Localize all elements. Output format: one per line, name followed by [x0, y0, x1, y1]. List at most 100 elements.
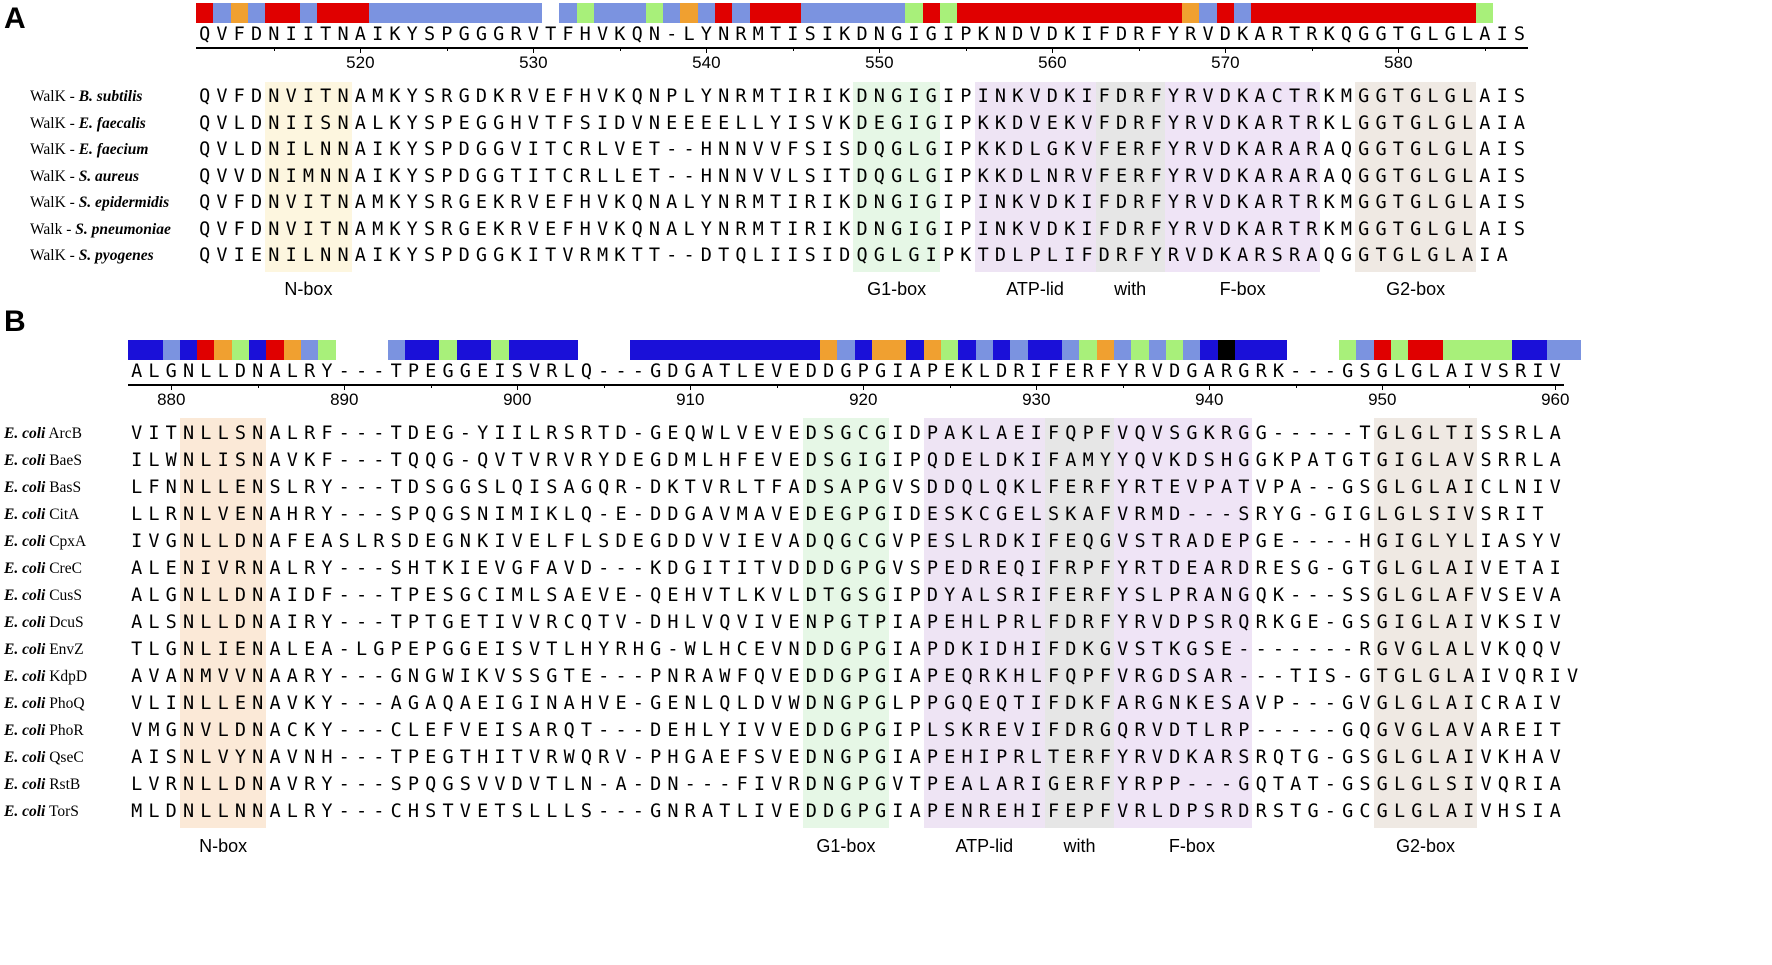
residue: D	[407, 477, 420, 498]
residue: I	[1496, 165, 1508, 187]
residue: S	[823, 423, 835, 444]
residue: G	[1047, 774, 1060, 795]
residue: T	[684, 477, 696, 498]
residue: G	[1358, 245, 1370, 266]
axis-tick-label: 920	[849, 390, 878, 409]
residue: P	[857, 504, 869, 525]
residue: G	[873, 245, 885, 266]
residue: V	[1117, 666, 1129, 687]
residue: D	[234, 531, 247, 552]
residue: D	[909, 423, 921, 444]
row-label: E. coli ArcB	[4, 425, 82, 443]
residue: M	[372, 86, 384, 107]
residue: F	[736, 666, 748, 687]
residue: -	[338, 693, 350, 714]
residue: -	[1307, 693, 1319, 714]
residue: D	[234, 774, 247, 795]
residue: F	[1099, 585, 1112, 606]
conservation-cell	[646, 340, 665, 360]
conservation-cell	[265, 3, 283, 23]
residue: G	[1342, 693, 1354, 714]
residue: D	[1219, 86, 1231, 107]
residue: K	[1237, 218, 1249, 240]
residue: Y	[1117, 558, 1129, 579]
residue: -	[632, 774, 644, 795]
residue: N	[268, 218, 280, 240]
residue: C	[857, 423, 869, 444]
residue: L	[407, 720, 420, 741]
residue: A	[1479, 192, 1491, 213]
residue: -	[1324, 639, 1336, 660]
conservation-cell	[386, 3, 404, 23]
residue: V	[286, 450, 298, 471]
residue: V	[528, 774, 541, 795]
residue: V	[1480, 747, 1492, 768]
residue: Q	[425, 450, 437, 471]
residue: G	[442, 361, 454, 382]
residue: R	[1306, 24, 1318, 45]
residue: N	[873, 24, 885, 45]
conservation-cell	[162, 340, 180, 360]
residue: D	[250, 86, 263, 107]
residue: I	[1496, 112, 1508, 134]
residue: V	[614, 139, 626, 160]
residue: Y	[1117, 361, 1129, 382]
residue: A	[1186, 531, 1198, 552]
residue: K	[839, 218, 851, 240]
residue: G	[1238, 423, 1250, 444]
residue: A	[131, 666, 143, 687]
residue: G	[1376, 477, 1388, 498]
residue: N	[252, 361, 264, 382]
residue: G	[1376, 801, 1388, 822]
residue: N	[252, 693, 264, 714]
residue: I	[302, 218, 315, 240]
residue: P	[926, 639, 939, 660]
residue: G	[891, 192, 903, 213]
residue: S	[580, 801, 593, 822]
residue: L	[1427, 112, 1439, 134]
residue: I	[1463, 423, 1475, 444]
residue: E	[667, 585, 679, 606]
residue: S	[1480, 504, 1492, 525]
residue: I	[494, 639, 506, 660]
residue: K	[996, 666, 1008, 687]
residue: I	[286, 585, 298, 606]
residue: A	[1254, 139, 1266, 160]
residue: G	[458, 86, 470, 107]
residue: P	[857, 720, 869, 741]
residue: R	[1306, 112, 1318, 134]
residue: S	[390, 774, 402, 795]
residue: L	[580, 531, 593, 552]
residue: -	[1290, 423, 1302, 444]
residue: A	[1065, 450, 1077, 471]
residue: A	[701, 801, 714, 822]
residue: H	[510, 112, 522, 134]
residue: D	[250, 192, 263, 213]
residue: Q	[199, 112, 211, 134]
residue: M	[200, 666, 212, 687]
residue: I	[908, 218, 920, 240]
residue: R	[1185, 112, 1197, 134]
residue: -	[666, 245, 678, 266]
residue: A	[269, 774, 281, 795]
residue: T	[390, 450, 402, 471]
residue: I	[131, 531, 143, 552]
residue: S	[511, 666, 523, 687]
axis-tick-label: 520	[346, 53, 375, 72]
residue: E	[944, 666, 956, 687]
residue: I	[511, 423, 523, 444]
residue: V	[216, 112, 228, 134]
residue: V	[771, 612, 783, 633]
residue: P	[996, 612, 1008, 633]
residue: L	[233, 139, 245, 160]
conservation-cell	[1424, 3, 1442, 23]
residue: -	[373, 504, 385, 525]
residue: S	[511, 639, 523, 660]
residue: Q	[563, 720, 575, 741]
residue: I	[302, 24, 315, 45]
residue: T	[1290, 747, 1302, 768]
residue: I	[217, 450, 229, 471]
residue: N	[252, 558, 264, 579]
residue: R	[1515, 450, 1527, 471]
conservation-cell	[1079, 340, 1097, 360]
